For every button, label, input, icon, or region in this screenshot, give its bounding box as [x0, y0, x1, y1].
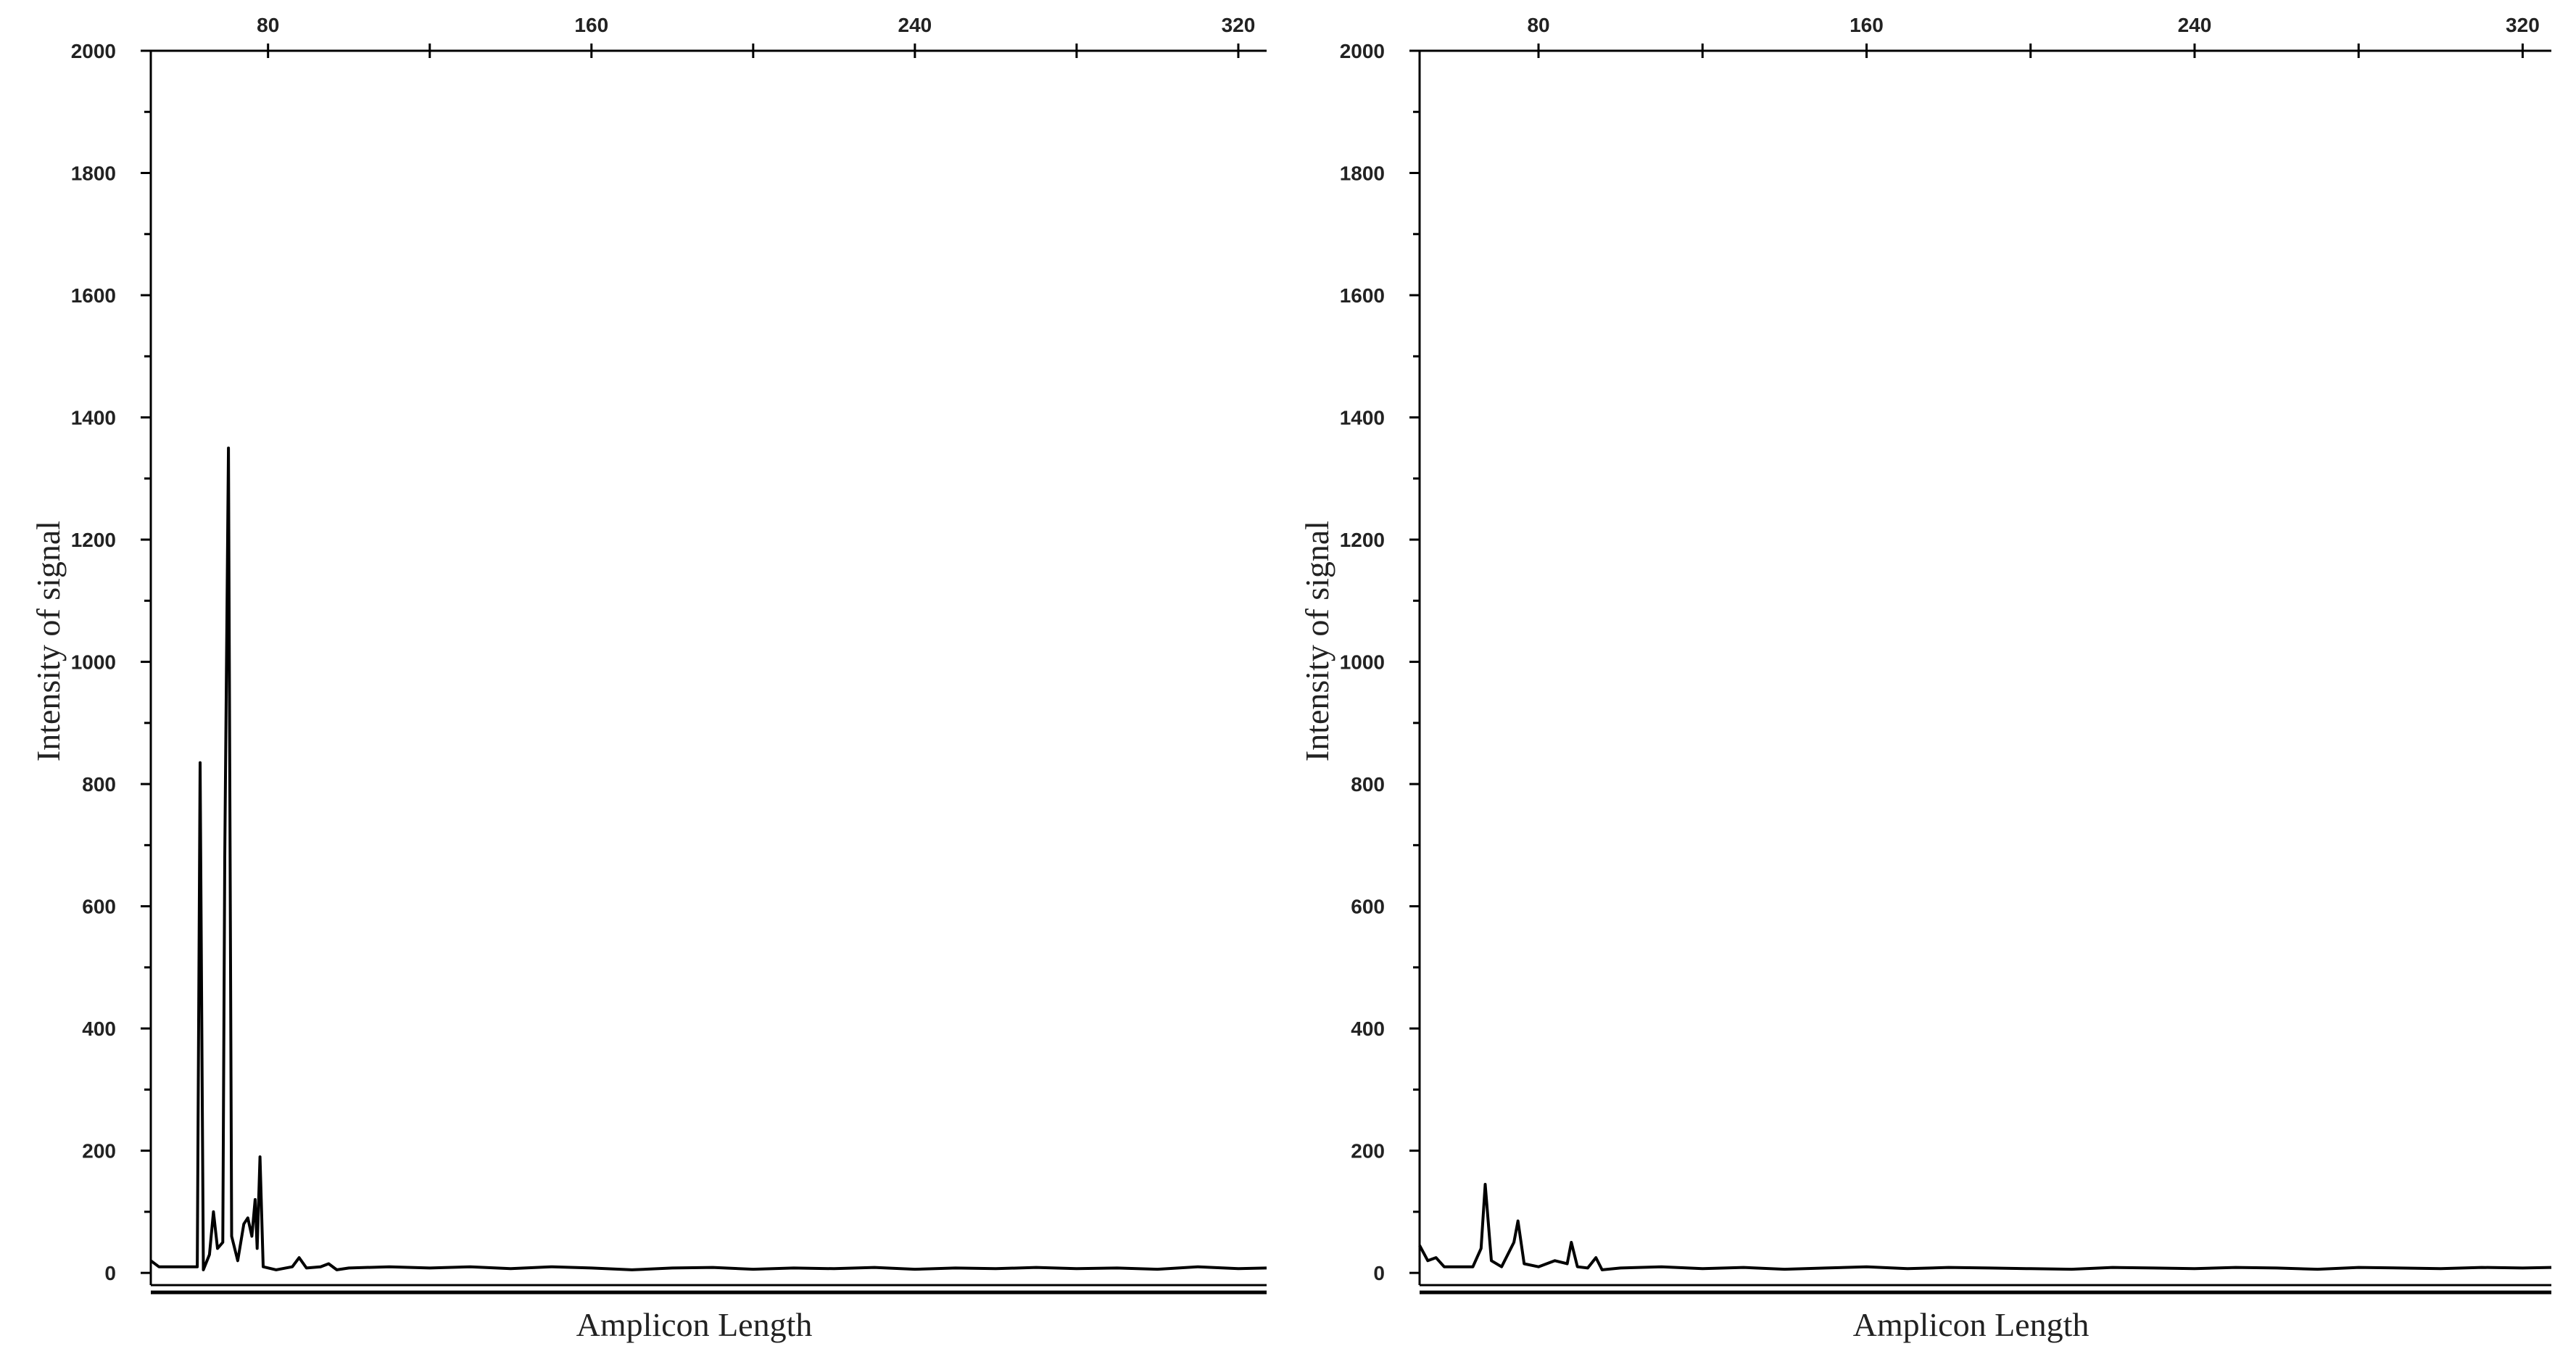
- x-tick-label: 160: [574, 14, 608, 36]
- x-tick-label: 320: [2506, 14, 2540, 36]
- y-axis-label: Intensity of signal: [1299, 521, 1335, 762]
- y-tick-label: 600: [82, 896, 116, 918]
- x-tick-label: 320: [1222, 14, 1256, 36]
- y-tick-label: 1800: [1340, 162, 1385, 185]
- y-tick-label: 600: [1351, 896, 1385, 918]
- y-tick-label: 0: [104, 1262, 116, 1284]
- y-tick-label: 200: [1351, 1140, 1385, 1163]
- y-tick-label: 400: [1351, 1018, 1385, 1040]
- y-tick-label: 400: [82, 1018, 116, 1040]
- y-tick-label: 200: [82, 1140, 116, 1163]
- x-tick-label: 80: [1527, 14, 1549, 36]
- y-tick-label: 1000: [1340, 651, 1385, 674]
- x-tick-label: 80: [257, 14, 279, 36]
- x-tick-label: 240: [898, 14, 932, 36]
- y-tick-label: 1000: [71, 651, 116, 674]
- y-tick-label: 1200: [1340, 529, 1385, 551]
- y-tick-label: 2000: [1340, 40, 1385, 62]
- x-axis-label: Amplicon Length: [1853, 1306, 2090, 1343]
- y-tick-label: 1200: [71, 529, 116, 551]
- signal-line: [149, 446, 1267, 1271]
- y-tick-label: 1400: [71, 407, 116, 429]
- x-tick-label: 240: [2178, 14, 2212, 36]
- y-tick-label: 1600: [1340, 284, 1385, 307]
- y-tick-label: 800: [1351, 773, 1385, 796]
- chart-panel: 0 200 400 600 800 1000 1200 1400 1600 1800 2000 80 1…: [30, 14, 1267, 1343]
- y-tick-label: 2000: [71, 40, 116, 62]
- y-tick-label: 0: [1373, 1262, 1385, 1284]
- y-axis-label: Intensity of signal: [30, 521, 67, 762]
- chart-panel: 0 200 400 600 800 1000 1200 1400 1600 1800 2000 80 1…: [1299, 14, 2552, 1343]
- y-tick-label: 1600: [71, 284, 116, 307]
- x-axis-label: Amplicon Length: [576, 1306, 813, 1343]
- y-tick-label: 800: [82, 773, 116, 796]
- signal-line: [1418, 1183, 2552, 1271]
- y-tick-label: 1800: [71, 162, 116, 185]
- x-tick-label: 160: [1850, 14, 1884, 36]
- y-tick-label: 1400: [1340, 407, 1385, 429]
